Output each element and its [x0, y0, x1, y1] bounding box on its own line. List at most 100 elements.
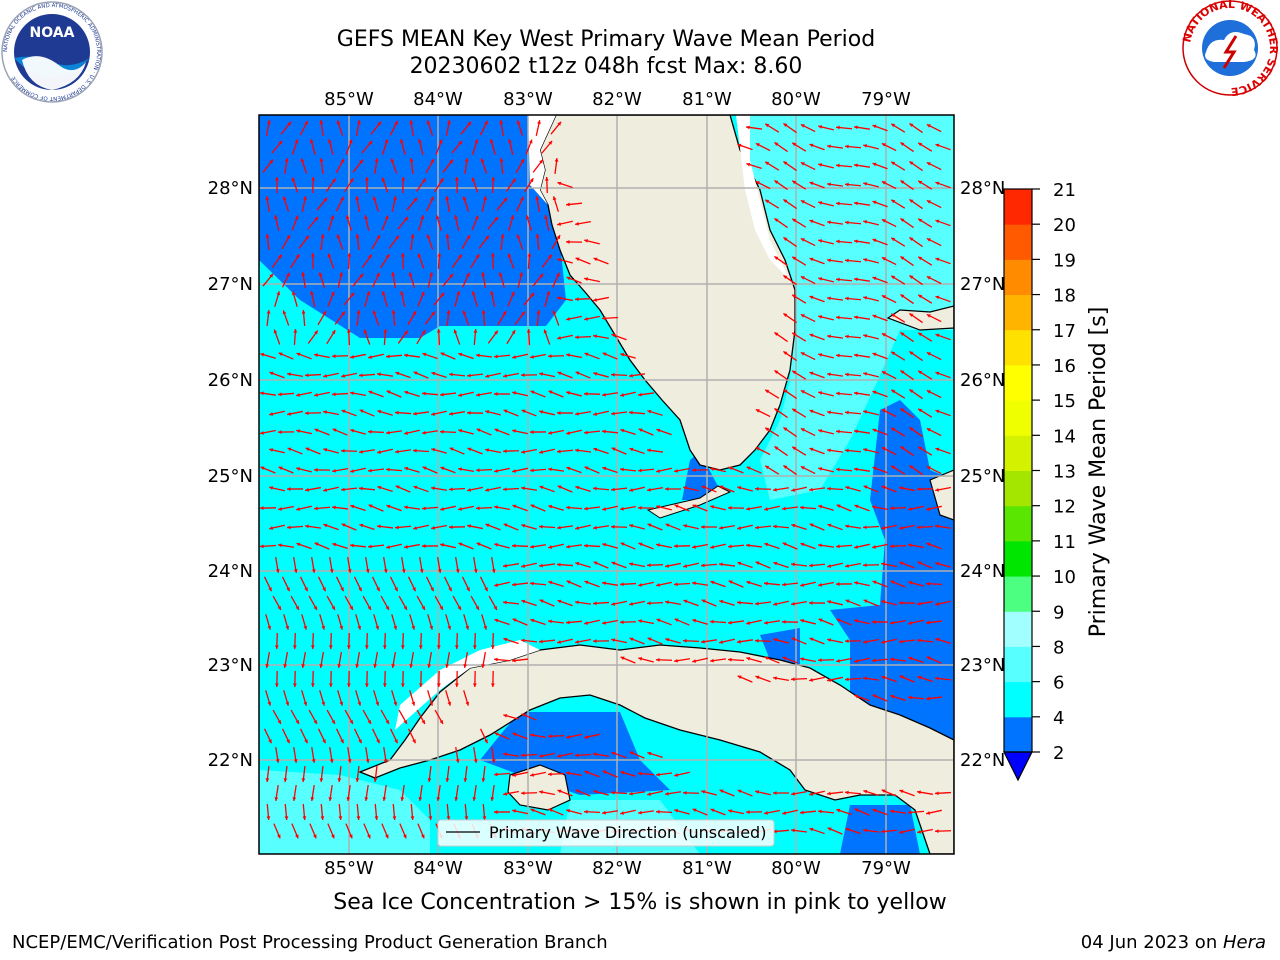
wave-arrow [274, 670, 279, 688]
wave-arrow [440, 543, 456, 549]
wave-arrow [826, 296, 844, 301]
wave-arrow [358, 373, 376, 378]
wave-arrow [772, 791, 790, 795]
wave-arrow [481, 309, 486, 327]
wave-arrow [525, 215, 532, 231]
wave-arrow [365, 557, 370, 573]
wave-arrow [409, 652, 415, 668]
wave-arrow [434, 709, 444, 725]
lat-tick-label: 27°N [208, 274, 253, 295]
wave-arrow [265, 614, 272, 630]
wave-arrow [422, 466, 438, 474]
wave-arrow [331, 505, 349, 510]
wave-arrow [791, 523, 807, 530]
wave-arrow [863, 410, 879, 416]
wave-arrow [917, 446, 933, 456]
wave-arrow [935, 637, 951, 645]
wave-arrow [502, 600, 520, 605]
wave-arrow [512, 429, 528, 435]
wave-arrow [494, 467, 510, 473]
wave-arrow [367, 429, 385, 434]
wave-arrow [539, 448, 555, 454]
wave-arrow [557, 334, 573, 340]
wave-arrow [301, 309, 306, 327]
wave-arrow [529, 430, 547, 434]
wave-arrow [774, 255, 788, 267]
wave-arrow [433, 292, 445, 306]
wave-arrow [620, 542, 636, 550]
wave-arrow [800, 389, 816, 399]
wave-arrow [620, 352, 636, 359]
wave-arrow [365, 746, 370, 764]
wave-arrow [296, 505, 312, 511]
wave-arrow [521, 562, 537, 568]
wave-arrow [283, 765, 288, 783]
wave-arrow [548, 580, 564, 587]
wave-arrow [737, 789, 753, 797]
wave-arrow [347, 252, 352, 270]
wave-arrow [835, 201, 853, 206]
wave-arrow [800, 123, 816, 133]
wave-arrow [283, 690, 290, 706]
wave-arrow [541, 254, 553, 268]
wave-arrow [493, 810, 511, 814]
wave-arrow [391, 196, 397, 212]
wave-arrow [629, 562, 645, 568]
wave-arrow [583, 430, 601, 435]
wave-arrow [872, 276, 888, 284]
wave-arrow [783, 198, 797, 210]
wave-arrow [773, 600, 789, 606]
wave-arrow [430, 486, 448, 491]
wave-arrow [415, 178, 427, 192]
wave-arrow [854, 504, 870, 512]
wave-arrow [512, 771, 528, 777]
wave-arrow [490, 252, 495, 270]
wave-arrow [368, 390, 384, 398]
wave-arrow [611, 333, 627, 341]
wave-arrow [269, 524, 285, 530]
wave-arrow [593, 789, 609, 796]
colorbar-swatch [1004, 540, 1032, 577]
wave-arrow [935, 257, 951, 265]
lon-tick-label: 85°W [324, 89, 374, 110]
wave-arrow [338, 803, 343, 821]
wave-arrow [719, 485, 735, 493]
colorbar-swatch [1004, 364, 1032, 401]
wave-arrow [674, 808, 690, 815]
wave-arrow [719, 789, 735, 797]
colorbar-tick-label: 14 [1053, 426, 1076, 447]
wave-arrow [327, 823, 335, 839]
footer-machine: Hera [1222, 932, 1266, 953]
wave-arrow [592, 486, 610, 491]
wave-arrow [836, 808, 852, 816]
wave-arrow [655, 657, 673, 662]
wave-arrow [818, 125, 834, 131]
wave-arrow [700, 525, 718, 529]
wave-arrow [503, 409, 519, 417]
wave-arrow [345, 139, 353, 155]
wave-arrow [818, 201, 834, 207]
colorbar-tick-label: 11 [1053, 532, 1076, 553]
wave-arrow [872, 162, 888, 170]
wave-arrow [271, 254, 283, 268]
wave-arrow [565, 620, 583, 625]
wave-arrow [835, 315, 853, 320]
land-cuba [358, 644, 954, 854]
wave-arrow [274, 291, 281, 307]
wave-arrow [909, 160, 923, 172]
lon-tick-label: 81°W [682, 89, 732, 110]
wave-arrow [552, 196, 560, 212]
wave-arrow [691, 468, 709, 473]
wave-arrow [274, 215, 280, 231]
wave-arrow [260, 429, 276, 435]
wave-arrow [391, 614, 398, 630]
wave-arrow [835, 391, 853, 396]
wave-arrow [514, 311, 526, 325]
wave-arrow [836, 618, 852, 626]
wave-arrow [400, 632, 405, 650]
period-band-2-4 [830, 400, 954, 740]
wave-arrow [337, 272, 343, 288]
wave-arrow [880, 829, 898, 834]
wave-arrow [271, 140, 283, 154]
wave-arrow [291, 177, 299, 193]
